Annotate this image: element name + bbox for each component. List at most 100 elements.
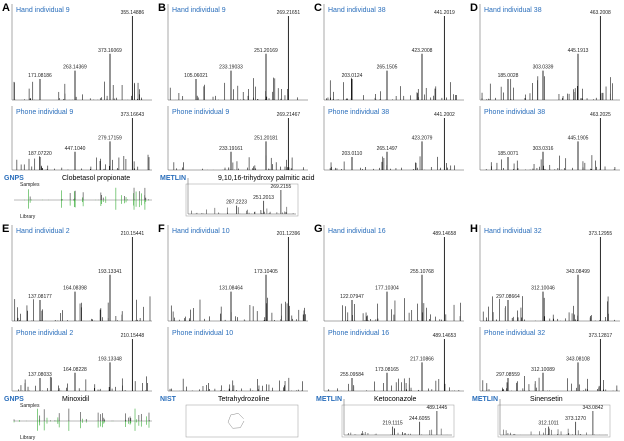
compound-name: Clobetasol propionate — [62, 175, 130, 182]
peak-label: 210.15441 — [121, 231, 145, 237]
peak-label: 210.15448 — [121, 333, 145, 339]
peak-label: 219.1115 — [383, 421, 403, 427]
database-name: GNPS — [4, 175, 24, 182]
spectrum-title: Hand individual 38 — [328, 7, 386, 14]
structure-bond — [240, 420, 245, 428]
compound-name: 9,10,16-trihydroxy palmitic acid — [218, 175, 315, 182]
database-name: GNPS — [4, 396, 24, 403]
database-name: METLIN — [316, 396, 342, 403]
peak-label: 441.2002 — [434, 112, 455, 118]
compound-name: Tetrahydrozoline — [218, 396, 269, 403]
peak-label: 265.1505 — [377, 65, 398, 71]
peak-label: 263.14369 — [63, 65, 87, 71]
peak-label: 445.1913 — [568, 48, 589, 54]
peak-label: 255.09584 — [340, 372, 364, 378]
peak-label: 255.10768 — [410, 269, 434, 275]
peak-label: 269.21467 — [277, 112, 301, 118]
spectrum-title: Phone individual 32 — [484, 330, 545, 337]
peak-label: 171.08186 — [28, 73, 52, 79]
spectrum-title: Hand individual 2 — [16, 228, 70, 235]
peak-label: 265.1497 — [377, 146, 398, 152]
peak-label: 105.06021 — [184, 73, 208, 79]
peak-label: 233.19033 — [219, 65, 243, 71]
peak-label: 355.14886 — [121, 10, 145, 16]
structure-bond — [227, 421, 233, 429]
peak-label: 373.16643 — [121, 112, 145, 118]
peak-label: 463.2008 — [590, 10, 611, 16]
peak-label: 173.08165 — [375, 367, 399, 373]
peak-label: 297.08664 — [496, 294, 520, 300]
panel-label: E — [2, 223, 9, 235]
peak-label: 137.08177 — [28, 294, 52, 300]
peak-label: 193.13341 — [98, 269, 122, 275]
peak-label: 122.07947 — [340, 294, 364, 300]
peak-label: 279.17159 — [98, 135, 122, 141]
structure-bond — [238, 413, 244, 419]
spectrum-title: Hand individual 38 — [484, 7, 542, 14]
peak-label: 251.20181 — [254, 135, 278, 141]
library-plot — [185, 183, 299, 217]
peak-label: 269.21651 — [277, 10, 301, 16]
samples-label: Samples — [20, 403, 40, 409]
peak-label: 489.1445 — [426, 405, 447, 411]
compound-name: Minoxidil — [62, 396, 90, 403]
spectrum-title: Phone individual 38 — [484, 109, 545, 116]
peak-label: 251.20169 — [254, 48, 278, 54]
peak-label: 185.0071 — [498, 151, 519, 157]
peak-label: 303.0339 — [533, 65, 554, 71]
peak-label: 164.08398 — [63, 286, 87, 292]
panel-label: F — [158, 223, 165, 235]
library-plot — [341, 404, 455, 438]
peak-label: 137.08033 — [28, 372, 52, 378]
spectrum-title: Phone individual 16 — [328, 330, 389, 337]
spectrum-title: Phone individual 2 — [16, 330, 73, 337]
peak-label: 203.0124 — [342, 73, 363, 79]
peak-label: 164.08228 — [63, 367, 87, 373]
peak-label: 423.2079 — [412, 135, 433, 141]
peak-label: 463.2025 — [590, 112, 611, 118]
library-label: Library — [20, 435, 36, 441]
peak-label: 312.10089 — [531, 367, 555, 373]
peak-label: 489.14658 — [433, 231, 457, 237]
peak-label: 489.14653 — [433, 333, 457, 339]
panel-label: B — [158, 2, 166, 14]
peak-label: 217.10866 — [410, 356, 434, 362]
spectrum-title: Phone individual 38 — [328, 109, 389, 116]
peak-label: 312.1011 — [538, 421, 559, 427]
peak-label: 193.13348 — [98, 356, 122, 362]
peak-label: 303.0316 — [533, 146, 554, 152]
peak-label: 312.10046 — [531, 286, 555, 292]
peak-label: 187.07220 — [28, 151, 52, 157]
structure-bond — [232, 427, 241, 429]
structure-bond — [230, 413, 239, 416]
peak-label: 441.2019 — [434, 10, 455, 16]
database-name: METLIN — [160, 175, 186, 182]
panel-label: H — [470, 223, 478, 235]
samples-label: Samples — [20, 182, 40, 188]
compound-name: Sinensetin — [530, 396, 563, 403]
panel-label: D — [470, 2, 478, 14]
spectrum-title: Phone individual 9 — [16, 109, 73, 116]
spectrum-title: Hand individual 9 — [172, 7, 226, 14]
library-plot — [185, 404, 299, 438]
peak-label: 343.0842 — [582, 405, 603, 411]
library-plot — [497, 404, 611, 438]
spectrum-title: Hand individual 9 — [16, 7, 70, 14]
spectrum-title: Hand individual 10 — [172, 228, 230, 235]
peak-label: 373.1270 — [565, 416, 586, 422]
peak-label: 373.12817 — [589, 333, 613, 339]
peak-label: 244.6055 — [409, 416, 430, 422]
peak-label: 269.2155 — [270, 184, 291, 190]
peak-label: 287.2223 — [226, 200, 247, 206]
peak-label: 445.1905 — [568, 135, 589, 141]
peak-label: 131.08464 — [219, 286, 243, 292]
peak-label: 173.10405 — [254, 269, 278, 275]
structure-bond — [227, 414, 232, 423]
spectrum-title: Hand individual 32 — [484, 228, 542, 235]
database-name: NIST — [160, 396, 177, 403]
spectrum-title: Phone individual 10 — [172, 330, 233, 337]
peak-label: 297.08559 — [496, 372, 520, 378]
peak-label: 343.08108 — [566, 356, 590, 362]
library-label: Library — [20, 214, 36, 220]
peak-label: 423.2008 — [412, 48, 433, 54]
